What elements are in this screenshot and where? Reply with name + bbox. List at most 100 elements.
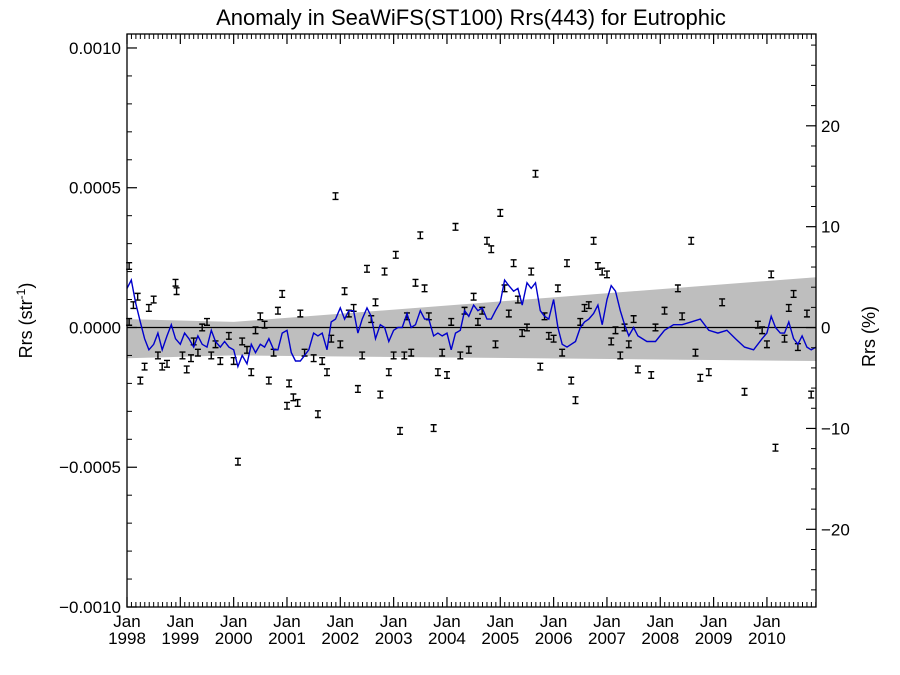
anomaly-point [434, 368, 441, 377]
anomaly-point [528, 267, 535, 276]
anomaly-point [392, 250, 399, 259]
anomaly-point [674, 284, 681, 293]
anomaly-point [310, 354, 317, 363]
x-tick-month: Jan [380, 612, 407, 631]
anomaly-point [283, 401, 290, 410]
plot-frame [126, 33, 817, 608]
anomaly-point [314, 410, 321, 419]
y-left-tick-label: −0.0005 [59, 458, 121, 477]
anomaly-point [159, 362, 166, 371]
x-tick-month: Jan [113, 612, 140, 631]
anomaly-point [332, 192, 339, 201]
anomaly-point [652, 323, 659, 332]
x-tick-year: 2003 [375, 629, 413, 648]
anomaly-point [150, 295, 157, 304]
y-axis-right-title: Rrs (%) [859, 306, 879, 367]
anomaly-point [754, 320, 761, 329]
anomaly-point [234, 457, 241, 466]
anomaly-point [803, 309, 810, 318]
plot-area: 0.00100.00050.0000−0.0005−0.001020100−10… [14, 33, 879, 648]
anomaly-point [363, 264, 370, 273]
anomaly-point [217, 356, 224, 366]
anomaly-point [194, 348, 201, 357]
anomaly-point [719, 298, 726, 307]
anomaly-point [590, 236, 597, 245]
anomaly-point [483, 236, 490, 245]
anomaly-point [252, 326, 259, 335]
anomaly-point [203, 317, 210, 326]
anomaly-point [545, 331, 552, 340]
anomaly-point [377, 390, 384, 399]
anomaly-point [705, 368, 712, 377]
anomaly-point [692, 348, 699, 357]
anomaly-point [599, 267, 606, 276]
anomaly-point [563, 259, 570, 268]
anomaly-point [225, 331, 232, 340]
anomaly-point [341, 287, 348, 296]
x-tick-year: 2009 [695, 629, 733, 648]
y-right-tick-label: 10 [821, 218, 840, 237]
anomaly-point [265, 376, 272, 385]
anomaly-point [550, 334, 557, 343]
x-tick-year: 2010 [748, 629, 786, 648]
y-axis-right: 20 10 0 −10 −20 [806, 44, 850, 591]
anomaly-point [523, 323, 530, 332]
anomaly-point [457, 351, 464, 360]
anomaly-point [568, 376, 575, 385]
x-tick-year: 1998 [108, 629, 146, 648]
y-right-tick-label: 0 [821, 319, 830, 338]
x-tick-month: Jan [487, 612, 514, 631]
y-axis-left-title: Rrs (str-1) [14, 283, 36, 359]
anomaly-point [594, 261, 601, 271]
anomaly-point [763, 340, 770, 349]
anomaly-point [497, 208, 504, 217]
anomaly-point [319, 356, 326, 366]
anomaly-point [354, 384, 361, 394]
y-right-tick-label: 20 [821, 117, 840, 136]
anomaly-point [257, 312, 264, 321]
anomaly-point [141, 362, 148, 371]
anomaly-point [385, 368, 392, 377]
anomaly-point [372, 298, 379, 307]
anomaly-point [537, 362, 544, 371]
anomaly-point [145, 303, 152, 312]
anomaly-point [248, 368, 255, 377]
x-tick-year: 2001 [268, 629, 306, 648]
y-left-tick-label: 0.0005 [69, 179, 121, 198]
anomaly-point [297, 309, 304, 318]
anomaly-point [337, 340, 344, 349]
anomaly-point [603, 270, 610, 279]
x-tick-year: 2007 [588, 629, 626, 648]
anomaly-point [697, 373, 704, 382]
anomaly-point [688, 236, 695, 245]
x-tick-month: Jan [647, 612, 674, 631]
anomaly-point [286, 379, 293, 388]
anomaly-point [421, 284, 428, 293]
anomaly-point [452, 222, 459, 231]
anomaly-point [443, 370, 450, 380]
chart-title: Anomaly in SeaWiFS(ST100) Rrs(443) for E… [216, 5, 726, 30]
x-tick-month: Jan [327, 612, 354, 631]
x-tick-month: Jan [167, 612, 194, 631]
anomaly-point [759, 326, 766, 335]
anomaly-point [768, 270, 775, 279]
anomaly-point [274, 306, 281, 315]
anomaly-point [448, 317, 455, 326]
anomaly-point [474, 317, 481, 326]
anomaly-point [505, 309, 512, 318]
anomaly-point [741, 387, 748, 396]
anomaly-point [625, 340, 632, 349]
anomaly-point [381, 267, 388, 276]
anomaly-point [634, 365, 641, 374]
anomaly-point [323, 368, 330, 377]
y-axis-left: 0.0010 0.0005 0.0000 −0.0005 −0.0010 [59, 39, 137, 617]
anomaly-point [661, 306, 668, 315]
x-tick-month: Jan [273, 612, 300, 631]
anomaly-point [559, 348, 566, 357]
y-axis-left-title-superscript: -1 [14, 288, 28, 299]
y-axis-left-title-end: ) [16, 283, 36, 289]
y-axis-left-title-main: Rrs (str [16, 299, 36, 358]
anomaly-point [585, 301, 592, 310]
anomaly-point [401, 351, 408, 360]
